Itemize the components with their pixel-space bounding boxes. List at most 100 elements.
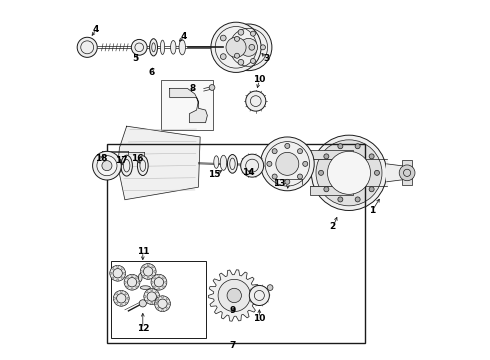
Ellipse shape — [214, 156, 219, 168]
Circle shape — [153, 286, 155, 288]
Text: 7: 7 — [229, 341, 236, 350]
Text: 4: 4 — [181, 32, 187, 41]
Circle shape — [152, 266, 154, 268]
Ellipse shape — [121, 155, 132, 176]
Circle shape — [154, 270, 156, 273]
Bar — [111, 261, 205, 338]
Circle shape — [166, 298, 169, 300]
Ellipse shape — [140, 286, 150, 289]
Circle shape — [209, 85, 215, 90]
Circle shape — [168, 303, 171, 305]
Text: 16: 16 — [131, 154, 144, 163]
Circle shape — [220, 54, 226, 59]
Circle shape — [267, 285, 273, 291]
Circle shape — [157, 298, 159, 300]
Circle shape — [120, 304, 122, 306]
Circle shape — [324, 154, 329, 159]
Circle shape — [110, 272, 112, 274]
Circle shape — [110, 265, 125, 281]
Circle shape — [142, 275, 145, 277]
Circle shape — [122, 277, 123, 279]
Circle shape — [227, 288, 242, 303]
Circle shape — [152, 275, 154, 277]
Circle shape — [144, 296, 146, 298]
Text: 17: 17 — [115, 156, 127, 165]
Circle shape — [303, 161, 308, 166]
Text: 3: 3 — [264, 54, 270, 63]
Circle shape — [276, 152, 299, 175]
Ellipse shape — [171, 41, 176, 54]
Circle shape — [146, 300, 148, 302]
Circle shape — [285, 179, 290, 184]
Circle shape — [163, 286, 165, 288]
Ellipse shape — [160, 40, 165, 54]
Circle shape — [117, 279, 119, 281]
Circle shape — [238, 30, 244, 35]
Ellipse shape — [227, 154, 238, 173]
Circle shape — [97, 156, 117, 176]
Circle shape — [125, 292, 127, 294]
Circle shape — [139, 300, 147, 307]
Circle shape — [151, 281, 153, 283]
Circle shape — [338, 197, 343, 202]
Circle shape — [123, 272, 125, 274]
Circle shape — [249, 285, 270, 306]
Circle shape — [147, 277, 149, 279]
Circle shape — [131, 274, 133, 276]
Ellipse shape — [220, 155, 227, 170]
Text: 1: 1 — [369, 206, 375, 215]
Circle shape — [369, 154, 374, 159]
Bar — [402, 160, 412, 185]
Polygon shape — [208, 270, 260, 321]
Circle shape — [374, 170, 379, 175]
Circle shape — [260, 137, 314, 191]
Circle shape — [250, 31, 255, 36]
Polygon shape — [170, 89, 207, 123]
Ellipse shape — [115, 158, 122, 173]
Bar — [161, 80, 213, 130]
Circle shape — [316, 140, 382, 206]
Circle shape — [157, 307, 159, 310]
Circle shape — [338, 144, 343, 149]
Circle shape — [211, 22, 261, 72]
Circle shape — [93, 151, 122, 180]
Ellipse shape — [137, 156, 148, 176]
Circle shape — [225, 24, 272, 71]
Circle shape — [102, 161, 112, 171]
Circle shape — [131, 288, 133, 290]
Text: 10: 10 — [253, 314, 266, 323]
Text: 6: 6 — [148, 68, 155, 77]
Text: 18: 18 — [96, 154, 108, 163]
Text: 9: 9 — [229, 306, 236, 315]
Circle shape — [140, 264, 156, 279]
Circle shape — [355, 144, 360, 149]
Circle shape — [355, 197, 360, 202]
Circle shape — [324, 187, 329, 192]
Circle shape — [267, 161, 272, 166]
Circle shape — [144, 289, 160, 305]
Circle shape — [120, 291, 122, 293]
Circle shape — [112, 277, 114, 279]
Circle shape — [218, 279, 250, 312]
Circle shape — [146, 291, 148, 293]
Circle shape — [115, 292, 118, 294]
Circle shape — [122, 267, 123, 270]
Circle shape — [126, 286, 128, 288]
Circle shape — [147, 264, 149, 266]
Text: 15: 15 — [208, 170, 221, 179]
Text: 13: 13 — [273, 179, 285, 188]
Circle shape — [127, 297, 129, 300]
Text: 5: 5 — [132, 54, 139, 63]
Circle shape — [166, 307, 169, 310]
Circle shape — [151, 274, 167, 290]
Circle shape — [249, 44, 255, 50]
Circle shape — [235, 53, 240, 58]
Text: 11: 11 — [137, 247, 149, 256]
Polygon shape — [310, 159, 387, 186]
Ellipse shape — [149, 39, 157, 56]
Polygon shape — [387, 164, 406, 182]
Text: 4: 4 — [93, 25, 99, 34]
Circle shape — [260, 45, 266, 50]
Circle shape — [124, 281, 126, 283]
Circle shape — [165, 281, 167, 283]
